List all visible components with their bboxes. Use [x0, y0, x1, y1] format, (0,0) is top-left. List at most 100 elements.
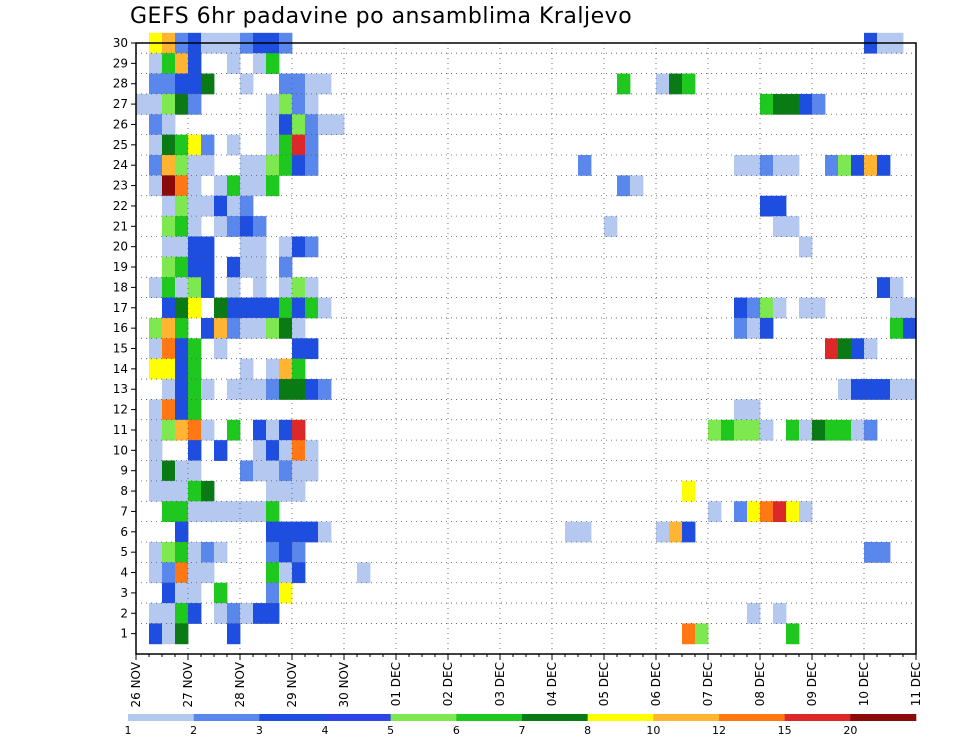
heatmap-cell	[799, 236, 813, 258]
heatmap-cell	[149, 460, 163, 482]
legend-label: 15	[778, 724, 792, 737]
heatmap-cell	[890, 277, 904, 298]
heatmap-cell	[292, 480, 306, 502]
heatmap-cell	[188, 603, 202, 624]
heatmap-cell	[682, 521, 696, 543]
heatmap-cell	[175, 460, 189, 482]
heatmap-cell	[162, 93, 176, 115]
heatmap-cell	[149, 277, 163, 298]
heatmap-cell	[214, 603, 228, 624]
heatmap-cell	[305, 134, 319, 156]
heatmap-cell	[877, 277, 891, 298]
heatmap-cell	[214, 541, 228, 563]
heatmap-cell	[175, 155, 189, 176]
heatmap-cell	[227, 256, 241, 278]
x-tick-label: 01 DEC	[389, 662, 403, 706]
heatmap-cell	[162, 236, 176, 258]
heatmap-cell	[266, 521, 280, 543]
heatmap-cell	[773, 501, 787, 523]
heatmap-cell	[279, 582, 293, 604]
heatmap-cell	[188, 236, 202, 258]
heatmap-cell	[890, 297, 904, 319]
heatmap-cell	[812, 297, 826, 319]
heatmap-cell	[747, 603, 761, 624]
heatmap-cell	[292, 134, 306, 156]
heatmap-cell	[162, 195, 176, 217]
heatmap-cell	[214, 297, 228, 319]
legend-swatch	[850, 714, 917, 721]
heatmap-cell	[175, 175, 189, 197]
heatmap-cell	[656, 521, 670, 543]
heatmap-cell	[604, 216, 618, 237]
heatmap-cell	[188, 399, 202, 421]
heatmap-cell	[760, 93, 774, 115]
heatmap-cell	[253, 155, 267, 176]
x-tick-label: 30 NOV	[337, 661, 351, 707]
heatmap-cell	[188, 277, 202, 298]
legend-swatch	[128, 714, 194, 721]
heatmap-cell	[227, 297, 241, 319]
legend-swatch	[587, 714, 654, 721]
x-tick-label: 03 DEC	[493, 662, 507, 706]
heatmap-cell	[747, 317, 761, 339]
heatmap-cell	[188, 155, 202, 176]
heatmap-cell	[162, 541, 176, 563]
heatmap-cell	[279, 460, 293, 482]
heatmap-cell	[890, 317, 904, 339]
heatmap-cell	[175, 419, 189, 441]
heatmap-cell	[149, 623, 163, 645]
heatmap-cell	[760, 297, 774, 319]
grid-lines	[136, 43, 916, 654]
heatmap-cell	[617, 73, 631, 95]
y-tick-label: 17	[113, 301, 128, 315]
legend-swatch	[653, 714, 720, 721]
heatmap-cell	[188, 419, 202, 441]
x-tick-label: 05 DEC	[597, 662, 611, 706]
heatmap-cell	[188, 440, 202, 461]
heatmap-cell	[149, 541, 163, 563]
heatmap-cell	[903, 317, 917, 339]
heatmap-cell	[279, 155, 293, 176]
heatmap-cell	[747, 297, 761, 319]
heatmap-cell	[227, 53, 241, 74]
heatmap-cell	[227, 216, 241, 237]
heatmap-cell	[188, 338, 202, 360]
heatmap-cell	[578, 521, 592, 543]
heatmap-cell	[227, 195, 241, 217]
heatmap-cell	[175, 195, 189, 217]
heatmap-cell	[682, 73, 696, 95]
heatmap-cell	[175, 603, 189, 624]
heatmap-cell	[734, 501, 748, 523]
x-tick-label: 02 DEC	[441, 662, 455, 706]
heatmap-cell	[279, 379, 293, 400]
heatmap-cell	[227, 277, 241, 298]
heatmap-cell	[253, 379, 267, 400]
x-tick-label: 04 DEC	[545, 662, 559, 706]
heatmap-cell	[162, 134, 176, 156]
heatmap-cell	[214, 216, 228, 237]
heatmap-cell	[201, 419, 215, 441]
heatmap-cell	[669, 73, 683, 95]
x-tick-label: 07 DEC	[701, 662, 715, 706]
heatmap-cell	[292, 236, 306, 258]
heatmap-cell	[305, 297, 319, 319]
heatmap-cell	[227, 317, 241, 339]
heatmap-cell	[760, 419, 774, 441]
heatmap-cell	[201, 155, 215, 176]
heatmap-cell	[279, 440, 293, 461]
legend-swatch	[193, 714, 260, 721]
heatmap-cell	[162, 216, 176, 237]
heatmap-cell	[760, 195, 774, 217]
heatmap-cell	[305, 338, 319, 360]
heatmap-cell	[786, 216, 800, 237]
heatmap-cell	[188, 134, 202, 156]
legend-label: 20	[843, 724, 857, 737]
heatmap-cell	[292, 460, 306, 482]
heatmap-cell	[149, 175, 163, 197]
heatmap-cell	[175, 216, 189, 237]
heatmap-cell	[162, 562, 176, 584]
heatmap-cell	[175, 297, 189, 319]
heatmap-cell	[240, 236, 254, 258]
legend-label: 7	[519, 724, 526, 737]
heatmap-cell	[175, 582, 189, 604]
